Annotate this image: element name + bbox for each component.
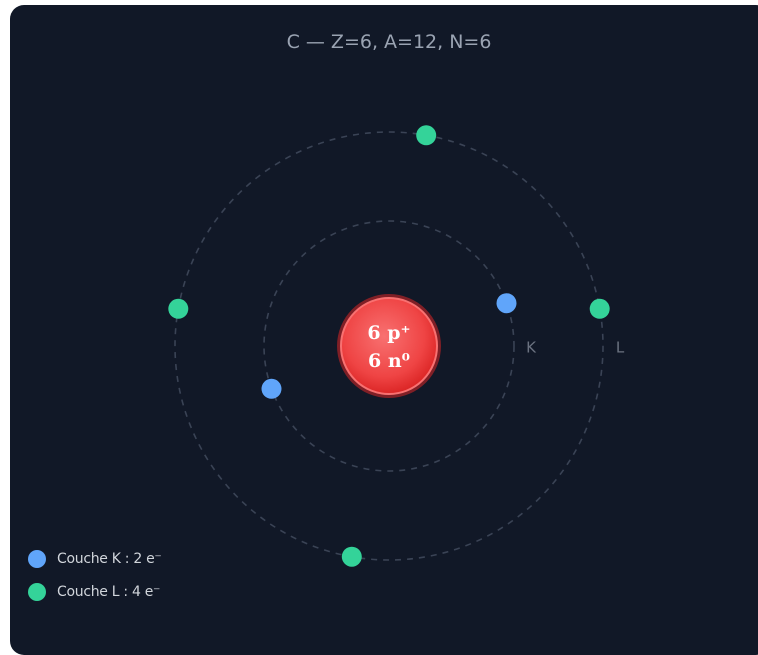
legend-item-k: Couche K : 2 e⁻ <box>28 548 162 570</box>
electron-l-4 <box>416 125 437 146</box>
orbit-k <box>263 220 515 472</box>
electron-l-1 <box>589 298 610 319</box>
nucleus-protons-label: 6 p⁺ <box>367 322 410 344</box>
legend: Couche K : 2 e⁻ Couche L : 4 e⁻ <box>28 548 162 614</box>
legend-k-label: Couche K : 2 e⁻ <box>57 551 162 567</box>
orbit-l <box>174 131 604 561</box>
shell-label-l: L <box>616 339 625 357</box>
electron-l-2 <box>341 546 362 567</box>
legend-l-swatch <box>28 583 46 601</box>
nucleus-neutrons-label: 6 n⁰ <box>368 350 410 372</box>
electron-l-3 <box>168 298 189 319</box>
diagram-title: C — Z=6, A=12, N=6 <box>286 31 492 53</box>
legend-k-swatch <box>28 550 46 568</box>
legend-l-label: Couche L : 4 e⁻ <box>57 584 161 600</box>
nucleus: 6 p⁺ 6 n⁰ <box>337 294 441 398</box>
legend-item-l: Couche L : 4 e⁻ <box>28 581 162 603</box>
electron-k-2 <box>261 378 282 399</box>
shell-label-k: K <box>526 339 537 357</box>
electron-k-1 <box>496 293 517 314</box>
